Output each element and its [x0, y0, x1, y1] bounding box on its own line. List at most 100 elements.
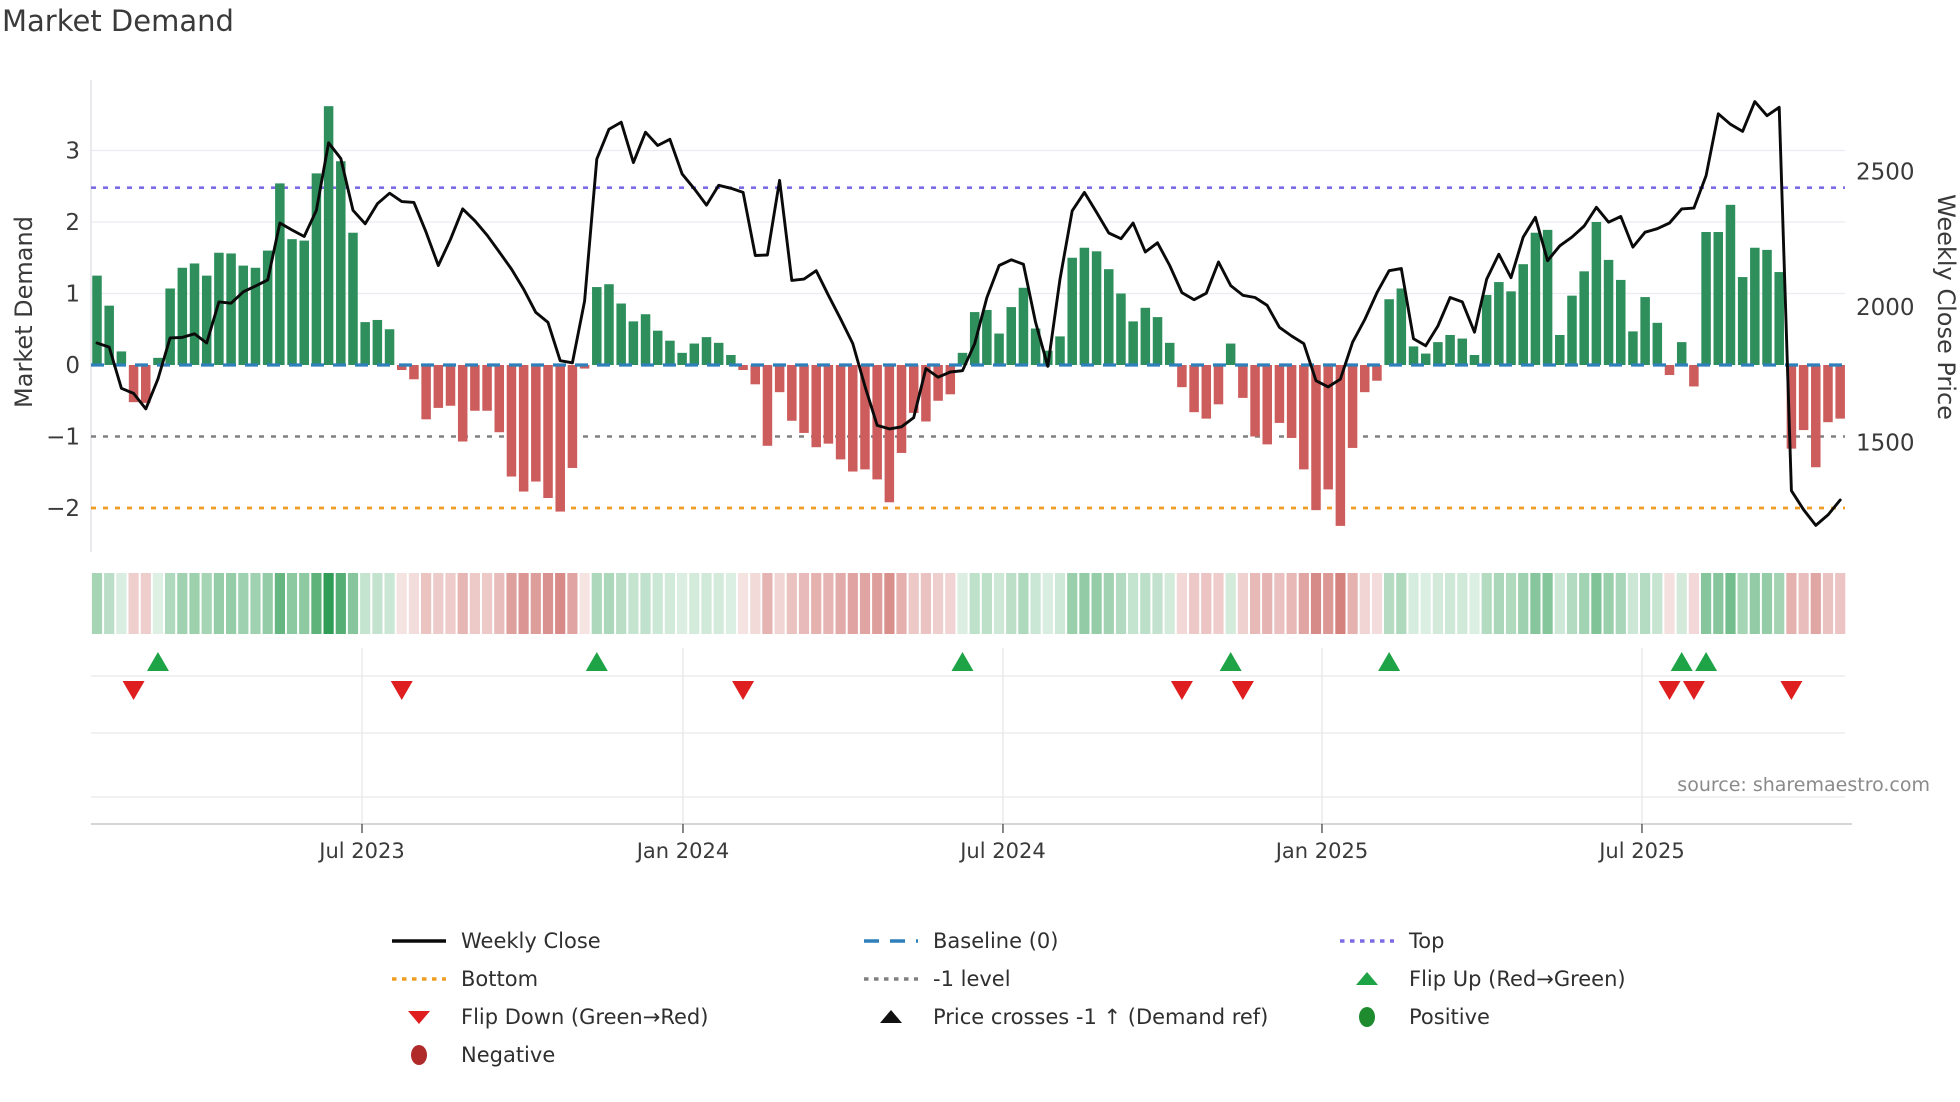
- demand-bar-positive: [287, 239, 297, 365]
- heatmap-cell: [1140, 573, 1151, 634]
- flip-down-markers: [122, 681, 1803, 700]
- heatmap-cell: [872, 573, 883, 634]
- heatmap-cell: [360, 573, 371, 634]
- flip-up-marker-icon: [146, 652, 169, 671]
- demand-bar-positive: [299, 240, 309, 365]
- demand-bar-positive: [982, 309, 992, 365]
- demand-bar-negative: [555, 365, 565, 512]
- demand-bar-positive: [1128, 321, 1138, 365]
- heatmap-cell: [774, 573, 785, 634]
- heatmap-cell: [591, 573, 602, 634]
- heatmap-cell: [762, 573, 773, 634]
- heatmap-cell: [750, 573, 761, 634]
- heatmap-cell: [482, 573, 493, 634]
- heatmap-cell: [567, 573, 578, 634]
- heatmap-cell: [238, 573, 249, 634]
- source-attribution: source: sharemaestro.com: [1677, 774, 1930, 796]
- demand-bar-positive: [628, 321, 639, 365]
- heatmap-cell: [1676, 573, 1687, 634]
- demand-bar-positive: [1018, 287, 1029, 365]
- line-dotted-swatch-icon: [864, 977, 918, 981]
- demand-bar-positive: [1530, 232, 1541, 365]
- flip-down-marker-icon: [1780, 681, 1803, 700]
- heatmap-cell: [128, 573, 139, 634]
- demand-bar-positive: [250, 267, 261, 365]
- heatmap-cell: [1018, 573, 1029, 634]
- demand-bar-positive: [360, 322, 370, 365]
- right-tick-label: 2000: [1856, 295, 1915, 321]
- heatmap-cell: [1408, 573, 1419, 634]
- flip-down-marker-icon: [1658, 681, 1681, 700]
- heatmap-cell: [1518, 573, 1529, 634]
- heatmap-cell: [1457, 573, 1468, 634]
- flip-up-marker-icon: [585, 652, 608, 671]
- circle-swatch-icon: [1359, 1007, 1375, 1027]
- demand-bar-negative: [1286, 365, 1297, 438]
- demand-bar-negative: [762, 365, 773, 446]
- heatmap-cell: [226, 573, 237, 634]
- demand-bar-positive: [1750, 247, 1760, 365]
- heatmap-cell: [189, 573, 200, 634]
- heatmap-cell: [1274, 573, 1285, 634]
- heatmap-cell: [445, 573, 456, 634]
- legend-label: Top: [1409, 929, 1445, 953]
- flip-up-marker-icon: [951, 652, 974, 671]
- demand-bar-negative: [1311, 365, 1321, 511]
- flip-up-markers: [146, 652, 1718, 671]
- heatmap-cell: [798, 573, 810, 634]
- heatmap-cell: [1798, 573, 1809, 634]
- demand-bar-positive: [689, 343, 700, 365]
- demand-bar-negative: [921, 365, 931, 422]
- demand-bar-negative: [835, 365, 846, 460]
- heatmap-cell: [1006, 573, 1017, 634]
- heatmap-cell: [933, 573, 944, 634]
- demand-bar-positive: [1616, 279, 1626, 365]
- heatmap-cell: [835, 573, 846, 634]
- flip-up-marker-icon: [1695, 652, 1718, 671]
- demand-bar-positive: [323, 106, 334, 366]
- heatmap-cell: [1432, 573, 1443, 634]
- demand-bar-negative: [1372, 365, 1382, 381]
- heatmap-cell: [91, 573, 103, 634]
- demand-bar-negative: [494, 365, 505, 433]
- heatmap-cell: [1627, 573, 1638, 634]
- demand-bar-positive: [1591, 222, 1602, 365]
- demand-bar-negative: [1213, 365, 1224, 405]
- heatmap-cell: [201, 573, 212, 634]
- demand-bar-negative: [908, 365, 919, 413]
- heatmap-cell: [104, 573, 115, 634]
- demand-bars: [92, 106, 1845, 526]
- triangle-up-swatch-icon: [1356, 972, 1378, 985]
- heatmap-cell: [1079, 573, 1090, 634]
- heatmap-cell: [1554, 573, 1565, 634]
- x-tick-label: Jul 2023: [317, 839, 404, 863]
- heatmap-cell: [347, 573, 359, 634]
- legend-item-flip-up-red-green: Flip Up (Red→Green): [1338, 967, 1626, 991]
- demand-bar-negative: [1689, 365, 1699, 387]
- right-tick-label: 1500: [1856, 431, 1915, 457]
- demand-bar-positive: [1079, 247, 1090, 365]
- demand-bar-positive: [957, 352, 968, 365]
- heatmap-cell: [506, 573, 517, 634]
- x-tick-label: Jan 2025: [1274, 839, 1369, 863]
- heatmap-cell: [1420, 573, 1431, 634]
- heatmap-cell: [1530, 573, 1541, 634]
- heatmap-cell: [1701, 573, 1712, 634]
- flip-down-marker-icon: [1170, 681, 1193, 700]
- demand-bar-negative: [1347, 365, 1358, 448]
- demand-bar-positive: [348, 232, 358, 365]
- demand-bar-negative: [141, 365, 151, 403]
- demand-bar-negative: [1835, 365, 1845, 419]
- heatmap-cell: [884, 573, 895, 634]
- left-tick-label: −1: [46, 425, 80, 451]
- demand-bar-positive: [1762, 249, 1772, 365]
- heatmap-cell: [1615, 573, 1626, 634]
- heatmap-cell: [1822, 573, 1834, 634]
- demand-bar-positive: [994, 333, 1004, 365]
- legend-label: Negative: [461, 1043, 556, 1067]
- heatmap-cell: [1652, 573, 1663, 634]
- demand-bar-positive: [336, 161, 346, 365]
- demand-bar-positive: [1408, 346, 1419, 365]
